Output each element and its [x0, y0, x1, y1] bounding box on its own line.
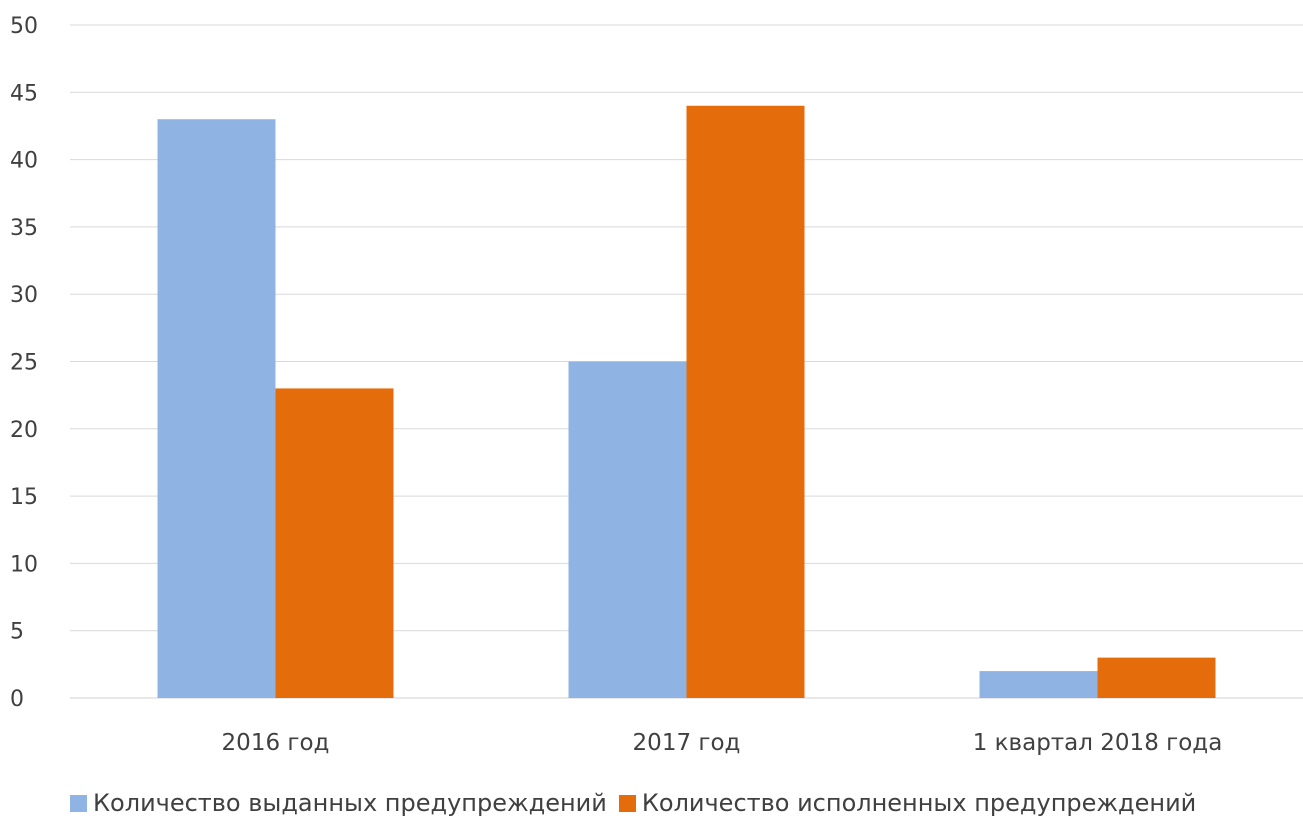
x-axis-categories: 2016 год 2017 год 1 квартал 2018 года	[222, 730, 1223, 756]
y-tick-label: 40	[10, 149, 38, 174]
y-tick-label: 30	[10, 283, 38, 308]
legend-label-issued: Количество выданных предупреждений	[93, 789, 607, 817]
bar-series-1-cat-1	[686, 105, 805, 698]
legend: Количество выданных предупреждений Колич…	[70, 786, 1208, 819]
legend-swatch-executed	[618, 794, 636, 812]
legend-entry-issued: Количество выданных предупреждений	[70, 789, 607, 817]
x-category-label: 2017 год	[633, 730, 741, 756]
legend-label-executed: Количество исполненных предупреждений	[641, 789, 1197, 817]
y-tick-label: 10	[10, 552, 38, 577]
legend-swatch-issued	[70, 794, 87, 812]
y-tick-label: 0	[10, 687, 24, 712]
y-tick-label: 5	[10, 620, 24, 645]
y-tick-label: 15	[10, 485, 38, 510]
bar-series-0-cat-1	[568, 361, 687, 698]
legend-entry-executed: Количество исполненных предупреждений	[618, 789, 1197, 817]
bar-series-0-cat-0	[157, 119, 276, 699]
x-category-label: 1 квартал 2018 года	[973, 730, 1223, 756]
bar-series-0-cat-2	[979, 671, 1098, 698]
bar-series-1-cat-0	[275, 388, 394, 698]
y-tick-label: 25	[10, 351, 38, 376]
bar-chart: 0 5 10 15 20 25 30 35 40 45 50 2016 год 2017 год 1 к…	[10, 14, 1303, 756]
bars	[157, 105, 1216, 699]
y-tick-label: 35	[10, 216, 38, 241]
bar-series-1-cat-2	[1097, 657, 1216, 698]
y-axis-ticks: 0 5 10 15 20 25 30 35 40 45 50	[10, 14, 38, 712]
y-tick-label: 50	[10, 14, 38, 39]
y-tick-label: 45	[10, 81, 38, 106]
y-tick-label: 20	[10, 418, 38, 443]
x-category-label: 2016 год	[222, 730, 330, 756]
